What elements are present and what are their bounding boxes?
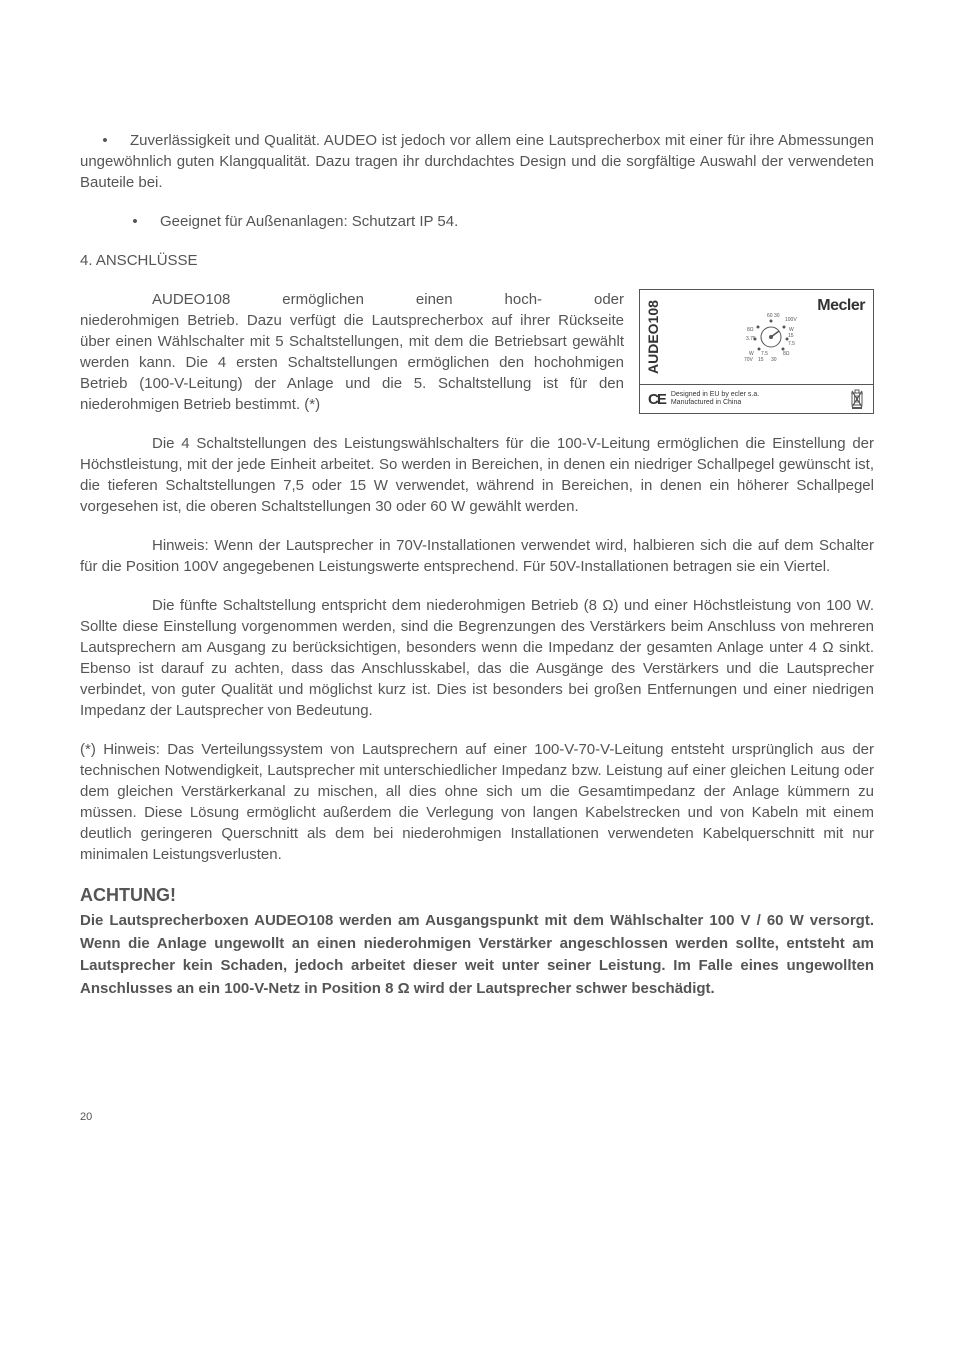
- achtung-heading: ACHTUNG!: [80, 883, 874, 908]
- svg-text:8Ω: 8Ω: [747, 327, 754, 333]
- achtung-text: Die Lautsprecherboxen AUDEO108 werden am…: [80, 910, 874, 1000]
- bullet-marker: •: [110, 211, 160, 232]
- svg-text:15: 15: [758, 357, 764, 363]
- ce-mark: CE: [648, 389, 665, 410]
- design-info: Designed in EU by ecler s.a. Manufacture…: [671, 391, 843, 406]
- diagram-top: AUDEO108 Mecler 60 30 100V: [640, 290, 873, 385]
- speaker-diagram: AUDEO108 Mecler 60 30 100V: [639, 289, 874, 414]
- paragraph-1: AUDEO108 ermöglichen einen hoch- oder ni…: [80, 289, 624, 415]
- bullet-text-2: Geeignet für Außenanlagen: Schutzart IP …: [160, 213, 458, 230]
- paragraph-2: Die 4 Schaltstellungen des Leistungswähl…: [80, 433, 874, 517]
- svg-text:3.75: 3.75: [746, 336, 756, 342]
- bullet-item-1: •Zuverlässigkeit und Qualität. AUDEO ist…: [80, 130, 874, 193]
- diagram-bottom: CE Designed in EU by ecler s.a. Manufact…: [640, 385, 873, 413]
- page-number: 20: [80, 1110, 874, 1125]
- model-label: AUDEO108: [640, 290, 668, 384]
- svg-text:8Ω: 8Ω: [783, 351, 790, 357]
- para1-rest: niederohmigen Betrieb. Dazu verfügt die …: [80, 312, 624, 413]
- brand-logo: Mecler: [817, 295, 865, 317]
- svg-text:100V: 100V: [785, 317, 797, 323]
- svg-text:7.5: 7.5: [788, 341, 795, 347]
- bullet-item-2: •Geeignet für Außenanlagen: Schutzart IP…: [80, 211, 874, 232]
- text-diagram-row: AUDEO108 ermöglichen einen hoch- oder ni…: [80, 289, 874, 415]
- weee-icon: [849, 389, 865, 409]
- selector-knob-icon: 60 30 100V W 15 7.5 8Ω 8Ω 3.75 7.5 W 70V…: [741, 307, 801, 367]
- para1-line1: AUDEO108 ermöglichen einen hoch- oder: [80, 289, 624, 310]
- svg-text:70V: 70V: [744, 357, 754, 363]
- bullet-marker: •: [80, 130, 130, 151]
- svg-text:30: 30: [774, 313, 780, 319]
- svg-text:60: 60: [767, 313, 773, 319]
- bullet-text-1: Zuverlässigkeit und Qualität. AUDEO ist …: [80, 132, 874, 191]
- section-heading-4: 4. ANSCHLÜSSE: [80, 250, 874, 271]
- diagram-center: Mecler 60 30 100V W 15: [668, 290, 873, 384]
- paragraph-3: Hinweis: Wenn der Lautsprecher in 70V-In…: [80, 535, 874, 577]
- design-line1: Designed in EU by ecler s.a.: [671, 391, 843, 399]
- svg-text:30: 30: [771, 357, 777, 363]
- design-line2: Manufactured in China: [671, 399, 843, 407]
- svg-text:15: 15: [788, 333, 794, 339]
- footnote-paragraph: (*) Hinweis: Das Verteilungssystem von L…: [80, 739, 874, 865]
- paragraph-4: Die fünfte Schaltstellung entspricht dem…: [80, 595, 874, 721]
